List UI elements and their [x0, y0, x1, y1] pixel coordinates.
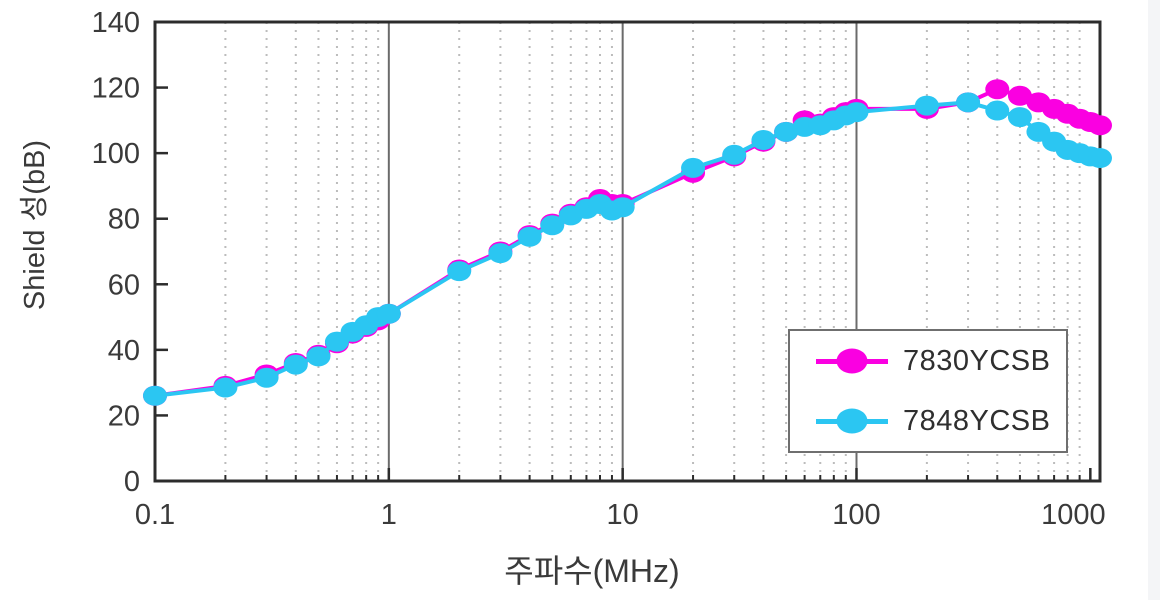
y-tick-label: 60	[108, 269, 140, 301]
data-point-7848YCSB	[488, 243, 513, 264]
x-axis-title: 주파수(MHz)	[504, 553, 680, 589]
x-tick-label: 1000	[1041, 499, 1106, 531]
data-point-7848YCSB	[985, 100, 1010, 121]
data-point-7848YCSB	[283, 354, 308, 375]
y-axis-title: Shield 성(bB)	[19, 139, 51, 311]
legend-item-7830ycsb: 7830YCSB	[790, 345, 1066, 378]
page-edge-strip	[1148, 0, 1160, 600]
data-point-7848YCSB	[914, 95, 939, 116]
data-point-7830YCSB	[1088, 115, 1112, 136]
y-tick-label: 140	[92, 7, 140, 39]
y-tick-label: 100	[92, 138, 140, 170]
legend-swatch-cyan-icon	[816, 408, 888, 434]
data-point-7848YCSB	[254, 367, 279, 388]
y-tick-label: 40	[108, 335, 140, 367]
legend-swatch-magenta-icon	[816, 348, 888, 374]
data-point-7848YCSB	[774, 121, 799, 142]
data-point-7848YCSB	[517, 226, 542, 247]
data-point-7848YCSB	[610, 197, 635, 218]
x-tick-label: 100	[832, 499, 880, 531]
plot-border	[153, 20, 1102, 483]
legend-item-7848ycsb: 7848YCSB	[790, 405, 1066, 438]
data-point-7848YCSB	[1088, 148, 1112, 169]
series-7848YCSB	[143, 92, 1112, 406]
data-point-7848YCSB	[722, 144, 747, 165]
data-point-7848YCSB	[213, 377, 238, 398]
data-point-7848YCSB	[956, 92, 981, 113]
legend-label: 7830YCSB	[903, 344, 1051, 377]
legend: 7830YCSB 7848YCSB	[788, 329, 1068, 453]
x-tick-label: 10	[607, 499, 639, 531]
y-tick-label: 0	[124, 466, 140, 498]
data-point-7848YCSB	[844, 102, 869, 123]
data-point-7848YCSB	[540, 215, 565, 236]
legend-label: 7848YCSB	[903, 404, 1051, 437]
data-point-7848YCSB	[143, 385, 167, 406]
data-point-7830YCSB	[985, 79, 1010, 100]
data-point-7830YCSB	[1007, 85, 1032, 106]
data-point-7848YCSB	[681, 157, 706, 178]
y-tick-label: 20	[108, 400, 140, 432]
data-point-7848YCSB	[1007, 107, 1032, 128]
y-tick-label: 120	[92, 73, 140, 105]
x-tick-label: 1	[381, 499, 397, 531]
y-tick-label: 80	[108, 204, 140, 236]
data-point-7848YCSB	[751, 130, 776, 151]
data-point-7848YCSB	[306, 346, 331, 367]
x-tick-label: 0.1	[135, 499, 175, 531]
data-point-7848YCSB	[447, 261, 472, 282]
data-point-7848YCSB	[376, 303, 401, 324]
